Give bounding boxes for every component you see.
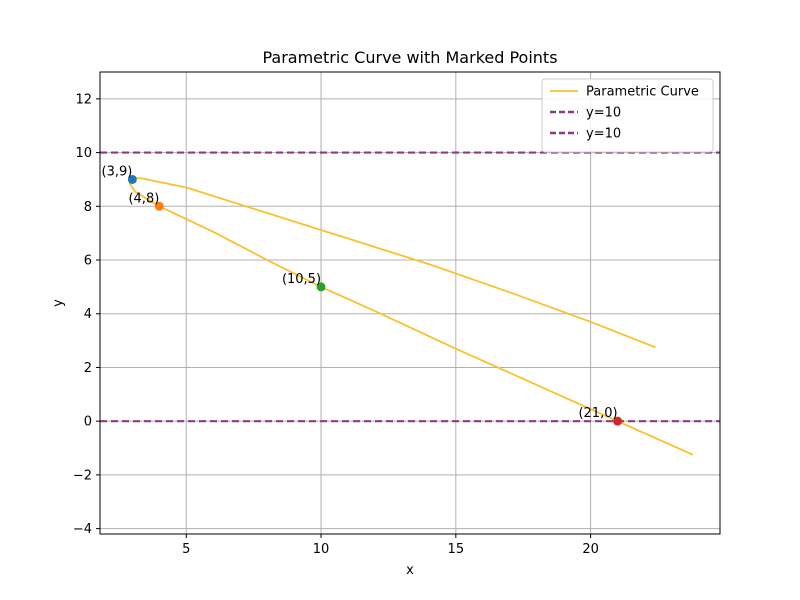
marked-points: (3,9) (4,8) (10,5) (21,0) <box>102 164 623 426</box>
y-tick-label: 0 <box>84 415 92 430</box>
legend-entry: y=10 <box>586 127 621 142</box>
y-tick-label: 10 <box>75 146 92 161</box>
legend-entry: y=10 <box>586 106 621 121</box>
legend-box <box>541 78 714 153</box>
plot-frame <box>99 71 721 535</box>
y-tick-label: 6 <box>84 254 92 269</box>
grid-lines <box>100 72 720 534</box>
y-tick-label: −4 <box>73 522 92 537</box>
point-label: (21,0) <box>578 406 617 421</box>
chart-title: Parametric Curve with Marked Points <box>262 48 557 67</box>
point-label: (4,8) <box>128 191 159 206</box>
legend-entry: Parametric Curve <box>586 85 699 100</box>
y-axis-title: y <box>51 299 66 307</box>
x-tick-label: 20 <box>582 542 599 557</box>
y-tick-label: 4 <box>84 307 92 322</box>
y-tick-label: −2 <box>73 468 92 483</box>
y-tick-label: 2 <box>84 361 92 376</box>
axis-ticks: 5 10 15 20 −4 −2 0 2 4 6 8 10 12 <box>73 92 599 557</box>
marked-point <box>613 416 623 426</box>
x-tick-label: 10 <box>313 542 330 557</box>
x-axis-title: x <box>406 563 414 578</box>
chart-legend: Parametric Curve y=10 y=10 <box>541 78 714 153</box>
point-label: (10,5) <box>282 272 321 287</box>
marked-point <box>316 282 326 292</box>
plot-series <box>100 151 720 456</box>
point-label: (3,9) <box>102 164 133 179</box>
parametric-curve-line <box>128 177 694 456</box>
y-tick-label: 8 <box>84 200 92 215</box>
marked-point <box>154 201 164 211</box>
x-tick-label: 5 <box>182 542 190 557</box>
x-tick-label: 15 <box>448 542 465 557</box>
y-tick-label: 12 <box>75 92 92 107</box>
marked-point <box>127 174 137 184</box>
